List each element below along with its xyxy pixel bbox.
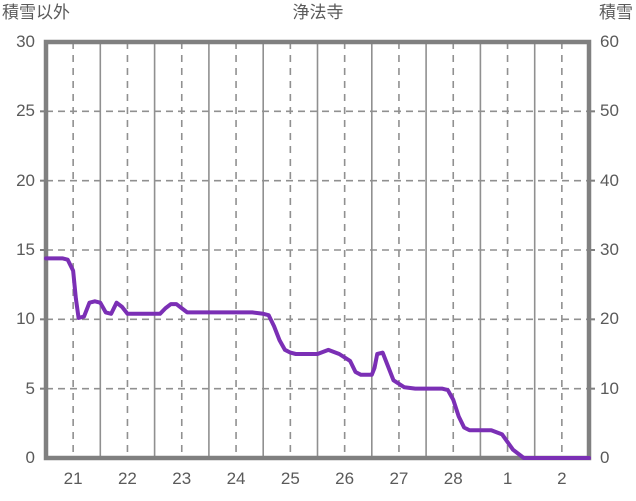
left-axis-tick-label: 10 xyxy=(16,309,35,329)
right-axis-title: 積雪 xyxy=(599,3,633,22)
right-axis-tick-label: 0 xyxy=(600,448,610,467)
x-axis-tick-label: 23 xyxy=(172,469,192,488)
right-axis-tick-label: 40 xyxy=(600,170,619,190)
x-axis-tick-label: 21 xyxy=(63,469,83,488)
right-axis-tick-label: 60 xyxy=(600,32,619,51)
right-axis-tick-label: 10 xyxy=(600,378,619,398)
axis-ticks xyxy=(40,110,595,390)
left-axis-tick-label: 15 xyxy=(16,240,35,259)
right-axis-tick-label: 50 xyxy=(600,101,619,121)
x-axis-tick-label: 22 xyxy=(117,469,137,488)
x-axis-tick-label: 26 xyxy=(335,469,355,488)
left-axis-title: 積雪以外 xyxy=(2,3,70,22)
x-axis-tick-label: 27 xyxy=(389,469,409,488)
x-axis-tick-label: 2 xyxy=(557,469,567,488)
left-axis-tick-label: 25 xyxy=(16,101,35,121)
x-axis-tick-label: 25 xyxy=(280,469,300,488)
left-axis-tick-label: 30 xyxy=(16,32,35,51)
x-axis-tick-label: 1 xyxy=(502,469,513,488)
x-axis-tick-label: 24 xyxy=(226,469,246,488)
series-line-0 xyxy=(44,256,591,460)
left-axis-tick-label: 20 xyxy=(16,170,35,190)
grid-lines xyxy=(46,42,589,458)
right-axis-tick-label: 20 xyxy=(600,309,619,329)
page-title: 浄法寺 xyxy=(292,3,344,22)
series-lines xyxy=(44,256,591,460)
right-axis-tick-label: 30 xyxy=(600,240,619,259)
x-axis-tick-label: 28 xyxy=(443,469,463,488)
left-axis-tick-label: 5 xyxy=(25,378,35,398)
left-axis-tick-label: 0 xyxy=(25,448,35,467)
